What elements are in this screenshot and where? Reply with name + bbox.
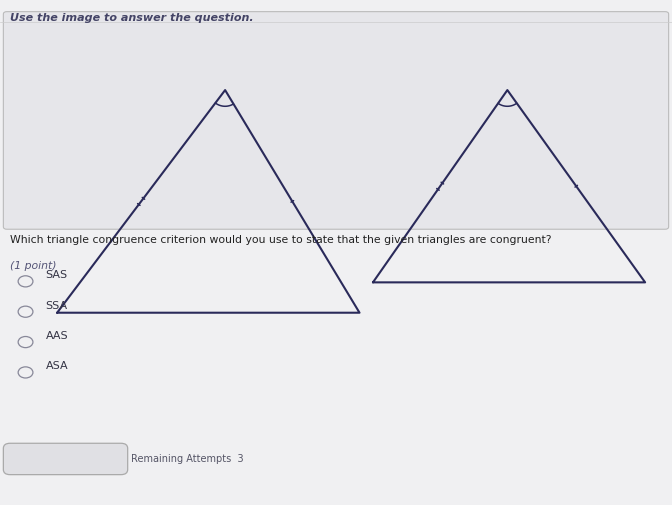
Text: ASA: ASA [46,361,69,371]
Text: SSA: SSA [46,300,68,310]
Text: Remaining Attempts  3: Remaining Attempts 3 [131,453,244,463]
Text: Use the image to answer the question.: Use the image to answer the question. [10,13,254,23]
Text: Check answer: Check answer [31,453,99,463]
Text: Which triangle congruence criterion would you use to state that the given triang: Which triangle congruence criterion woul… [10,235,552,245]
Text: SAS: SAS [46,270,68,280]
Text: AAS: AAS [46,330,69,340]
FancyBboxPatch shape [3,443,128,475]
Text: (1 point): (1 point) [10,260,56,270]
FancyBboxPatch shape [3,13,669,230]
